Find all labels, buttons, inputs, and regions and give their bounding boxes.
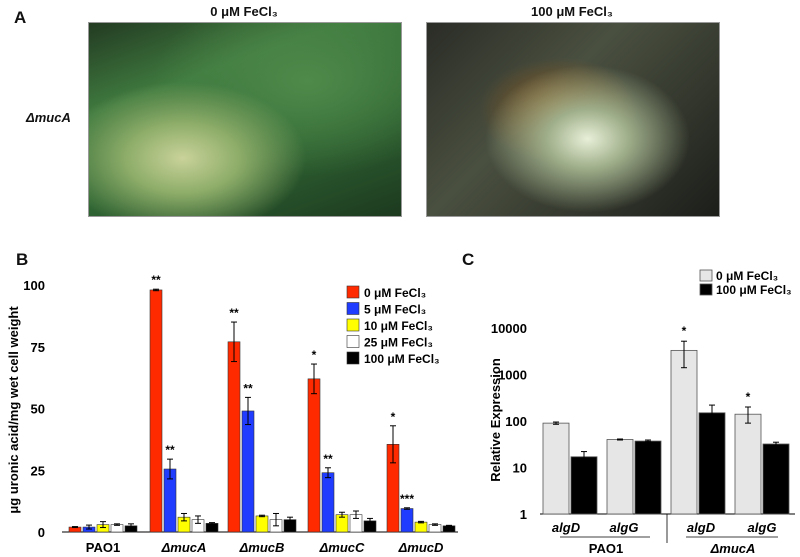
significance-marker: * [746,390,751,404]
group-label: PAO1 [589,541,623,556]
panel-c-label: C [462,250,475,269]
photo-title-100uM: 100 μM FeCl₃ [531,4,613,19]
plate-photo-100uM [426,22,720,217]
y-tick-label: 50 [31,402,45,417]
x-tick-label: algD [687,520,716,535]
legend-swatch [346,285,360,299]
bar-1-3 [321,472,335,533]
legend-label: 100 μM FeCl₃ [716,283,792,297]
legend-label: 100 μM FeCl₃ [364,352,440,366]
x-tick-label: PAO1 [86,540,120,555]
bar-0-2 [670,349,698,515]
bar-1-0 [570,456,598,515]
significance-marker: *** [400,492,414,506]
legend-swatch [699,283,713,296]
legend-swatch [346,351,360,365]
bar-0-3 [307,378,321,533]
photo-title-0uM: 0 μM FeCl₃ [210,4,278,19]
y-tick-label: 1000 [498,368,527,383]
significance-marker: * [391,410,396,424]
y-tick-label: 100 [505,414,527,429]
bar-2-4 [414,521,428,533]
significance-marker: ** [243,381,253,395]
significance-marker: ** [229,306,239,320]
legend-swatch [346,318,360,332]
legend-label: 5 μM FeCl₃ [364,303,426,317]
y-axis-label-c: Relative Expression [488,358,503,482]
x-tick-label: ΔmucD [398,540,444,555]
x-tick-label: algD [552,520,581,535]
legend-label: 25 μM FeCl₃ [364,336,433,350]
bar-1-3 [762,443,790,515]
y-tick-label: 10000 [491,321,527,336]
plate-photo-0uM [88,22,402,217]
significance-marker: ** [323,452,333,466]
y-axis-label-b: μg uronic acid/mg wet cell weight [6,306,21,514]
bar-1-2 [241,410,255,533]
significance-marker: ** [151,273,161,287]
legend-label: 10 μM FeCl₃ [364,319,433,333]
x-tick-label: ΔmucC [319,540,365,555]
y-tick-label: 100 [23,278,45,293]
bar-0-2 [227,341,241,533]
bar-1-1 [634,440,662,515]
legend-swatch [699,269,713,282]
significance-marker: ** [165,443,175,457]
bar-1-4 [400,508,414,533]
y-tick-label: 25 [31,463,45,478]
y-tick-label: 0 [38,525,45,540]
bar-4-1 [205,523,219,533]
bar-0-0 [542,422,570,515]
bar-2-2 [255,515,269,533]
y-tick-label: 1 [520,507,527,522]
legend-swatch [346,302,360,315]
bar-0-1 [149,289,163,533]
legend-label: 0 μM FeCl₃ [364,286,426,300]
group-label: ΔmucA [710,541,756,556]
x-tick-label: algG [610,520,639,535]
significance-marker: * [312,348,317,362]
x-tick-label: algG [748,520,777,535]
x-tick-label: ΔmucA [161,540,207,555]
panel-b-label: B [16,250,29,269]
strain-label: ΔmucA [26,110,71,125]
x-tick-label: ΔmucB [239,540,285,555]
significance-marker: * [682,324,687,338]
bar-0-1 [606,439,634,515]
legend-swatch [346,335,360,348]
legend-label: 0 μM FeCl₃ [716,269,778,283]
y-tick-label: 75 [31,340,45,355]
bar-1-2 [698,412,726,515]
y-tick-label: 10 [513,461,527,476]
panel-a-label: A [14,8,27,27]
bar-0-3 [734,413,762,515]
